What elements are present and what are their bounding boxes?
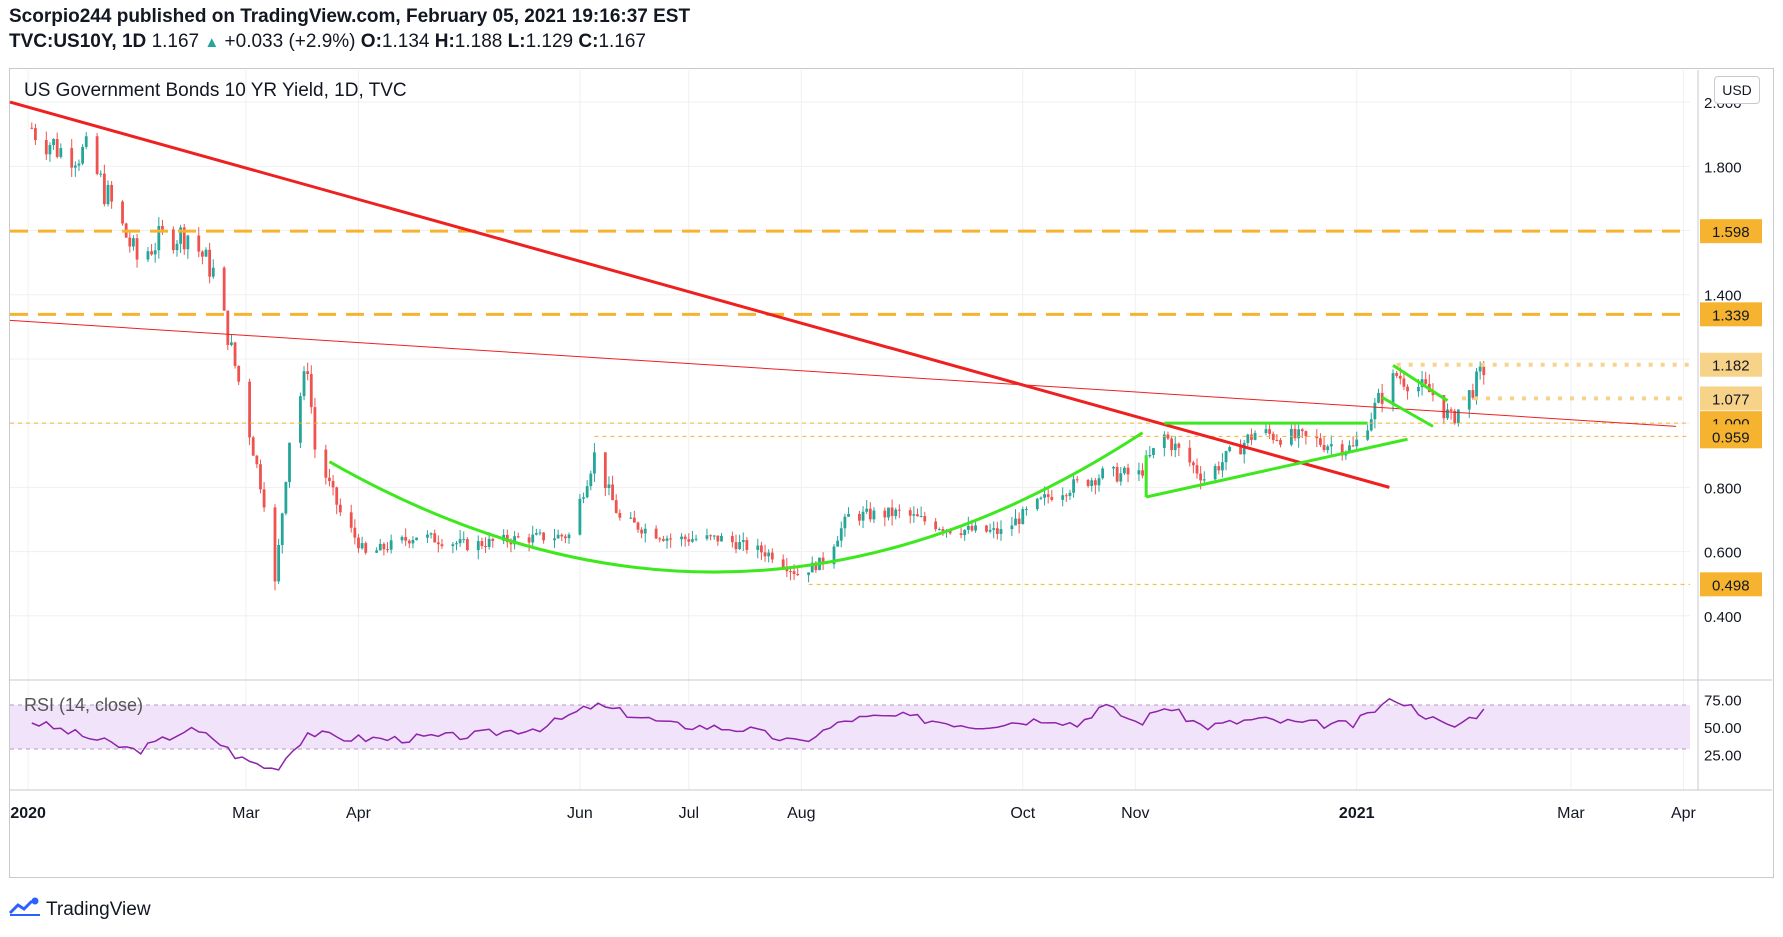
close-label: C: [578,31,599,52]
tradingview-logo-icon [8,897,42,923]
chart-frame [9,68,1774,878]
low-label: L: [507,31,526,52]
high-label: H: [434,31,455,52]
tradingview-footer: TradingView [8,897,151,923]
symbol: TVC:US10Y, 1D [9,31,147,52]
open-value: 1.134 [381,31,430,52]
last-price: 1.167 [151,31,200,52]
chart-title: US Government Bonds 10 YR Yield, 1D, TVC [24,80,407,101]
symbol-ohlc-line: TVC:US10Y, 1D 1.167 ▲ +0.033 (+2.9%) O:1… [9,31,646,53]
publisher-line: Scorpio244 published on TradingView.com,… [9,6,690,28]
brand-name: TradingView [46,899,151,921]
rsi-title: RSI (14, close) [24,695,144,715]
open-label: O: [360,31,382,52]
up-triangle-icon: ▲ [204,34,220,51]
close-value: 1.167 [598,31,646,52]
currency-button[interactable]: USD [1714,76,1760,104]
high-value: 1.188 [454,31,503,52]
low-value: 1.129 [525,31,574,52]
price-change: +0.033 (+2.9%) [224,31,356,52]
publisher-text: Scorpio244 published on TradingView.com,… [9,6,691,27]
